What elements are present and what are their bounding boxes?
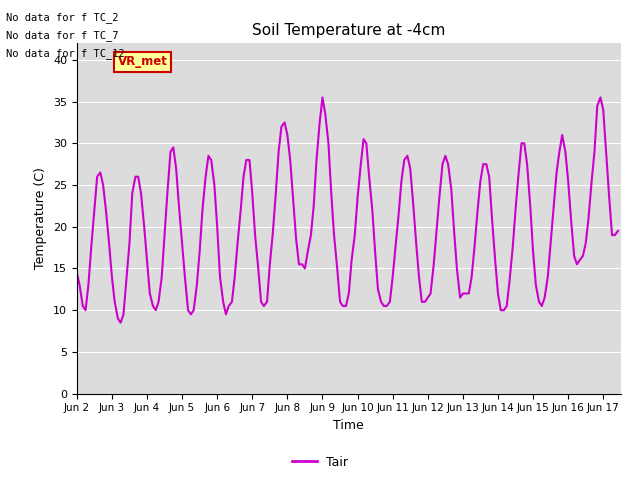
Text: No data for f TC_2: No data for f TC_2	[6, 12, 119, 23]
X-axis label: Time: Time	[333, 419, 364, 432]
Text: VR_met: VR_met	[118, 56, 168, 69]
Text: No data for f TC_7: No data for f TC_7	[6, 30, 119, 41]
Legend: Tair: Tair	[287, 451, 353, 474]
Title: Soil Temperature at -4cm: Soil Temperature at -4cm	[252, 23, 445, 38]
Y-axis label: Temperature (C): Temperature (C)	[35, 168, 47, 269]
Text: No data for f TC_12: No data for f TC_12	[6, 48, 125, 60]
